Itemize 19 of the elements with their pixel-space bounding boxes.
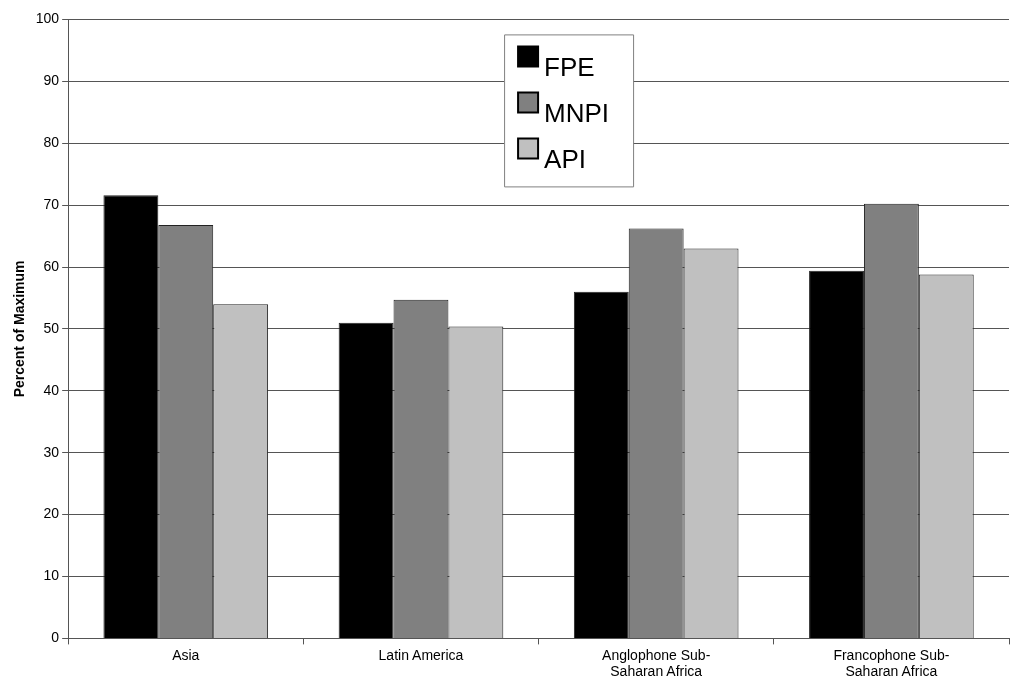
legend-label: API — [544, 144, 586, 175]
y-tick-label: 20 — [43, 505, 60, 522]
y-tick-label: 60 — [43, 257, 60, 274]
y-tick-label: 40 — [43, 381, 60, 398]
legend-label: FPE — [544, 52, 595, 83]
y-tick-label: 10 — [43, 567, 60, 584]
y-tick-label: 0 — [51, 629, 60, 646]
x-tick-label: Francophone Sub-Saharan Africa — [833, 646, 950, 680]
y-tick-label: 30 — [43, 443, 60, 460]
y-tick-label: 100 — [35, 10, 60, 27]
x-tick-label: Latin America — [378, 646, 464, 663]
x-tick-label: Asia — [172, 646, 200, 663]
y-tick-label: 80 — [43, 134, 60, 151]
x-tick-label: Anglophone Sub-Saharan Africa — [602, 646, 711, 680]
y-tick-label: 90 — [43, 72, 60, 89]
y-tick-label: 50 — [43, 319, 60, 336]
y-axis-title: Percent of Maximum — [11, 260, 28, 398]
y-tick-label: 70 — [43, 195, 60, 212]
legend-label: MNPI — [544, 98, 610, 129]
